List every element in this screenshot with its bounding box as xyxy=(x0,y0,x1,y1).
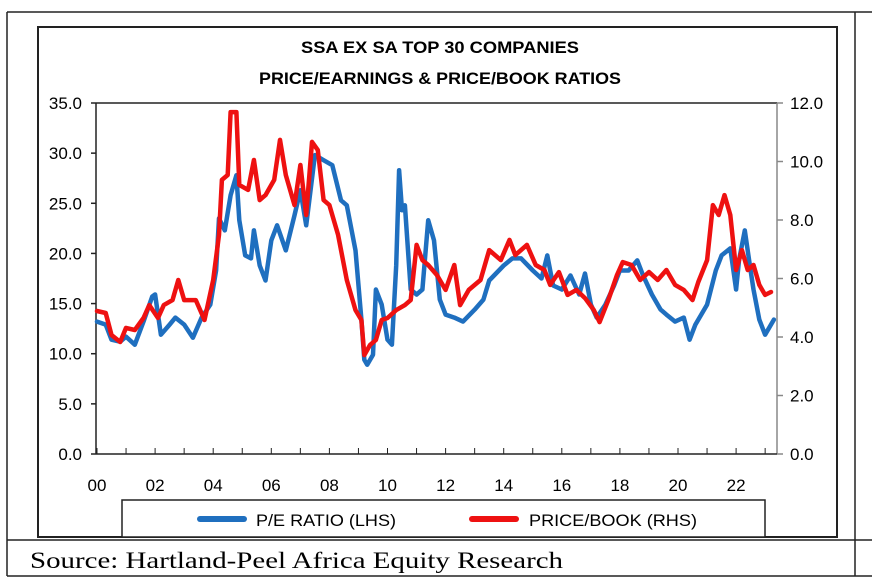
x-axis-tick-label: 18 xyxy=(610,476,629,495)
left-axis-tick-label: 10.0 xyxy=(49,345,82,364)
legend-label-pb: PRICE/BOOK (RHS) xyxy=(529,511,697,530)
left-axis-tick-label: 20.0 xyxy=(49,244,82,263)
right-axis-tick-label: 12.0 xyxy=(790,94,823,113)
x-axis-tick-label: 04 xyxy=(204,476,223,495)
series-line-pe-ratio xyxy=(94,152,777,367)
axis-ticks: 0.0 5.0 10.0 15.0 20.0 25.0 30.0 35.0 0.0 2.0 4.0 6… xyxy=(49,94,823,495)
x-axis-tick-label: 02 xyxy=(146,476,165,495)
right-axis-tick-label: 2.0 xyxy=(790,387,814,406)
legend-label-pe: P/E RATIO (LHS) xyxy=(256,511,396,530)
series-group xyxy=(94,109,777,367)
series-line-price-book xyxy=(94,109,774,358)
chart-title-line-2: PRICE/EARNINGS & PRICE/BOOK RATIOS xyxy=(259,69,621,88)
chart-title-line-1: SSA EX SA TOP 30 COMPANIES xyxy=(301,38,579,57)
left-axis-tick-label: 30.0 xyxy=(49,144,82,163)
x-axis-tick-label: 00 xyxy=(88,476,107,495)
right-axis-tick-label: 4.0 xyxy=(790,328,814,347)
x-axis-tick-label: 12 xyxy=(436,476,455,495)
x-axis-tick-label: 06 xyxy=(262,476,281,495)
table-frame xyxy=(6,11,872,577)
left-axis-tick-label: 35.0 xyxy=(49,94,82,113)
x-axis-tick-label: 16 xyxy=(552,476,571,495)
right-axis-tick-label: 8.0 xyxy=(790,211,814,230)
left-axis-tick-label: 0.0 xyxy=(58,445,82,464)
left-axis-tick-label: 5.0 xyxy=(58,395,82,414)
left-axis-tick-label: 15.0 xyxy=(49,295,82,314)
left-axis-tick-label: 25.0 xyxy=(49,194,82,213)
x-axis-tick-label: 14 xyxy=(494,476,513,495)
source-note: Source: Hartland-Peel Africa Equity Rese… xyxy=(30,548,564,573)
x-axis-tick-label: 20 xyxy=(669,476,688,495)
right-axis-tick-label: 6.0 xyxy=(790,270,814,289)
x-axis-tick-label: 10 xyxy=(378,476,397,495)
legend: P/E RATIO (LHS) PRICE/BOOK (RHS) xyxy=(121,499,766,538)
x-axis-tick-label: 22 xyxy=(727,476,746,495)
x-axis-tick-label: 08 xyxy=(320,476,339,495)
right-axis-tick-label: 10.0 xyxy=(790,153,823,172)
right-axis-tick-label: 0.0 xyxy=(790,445,814,464)
